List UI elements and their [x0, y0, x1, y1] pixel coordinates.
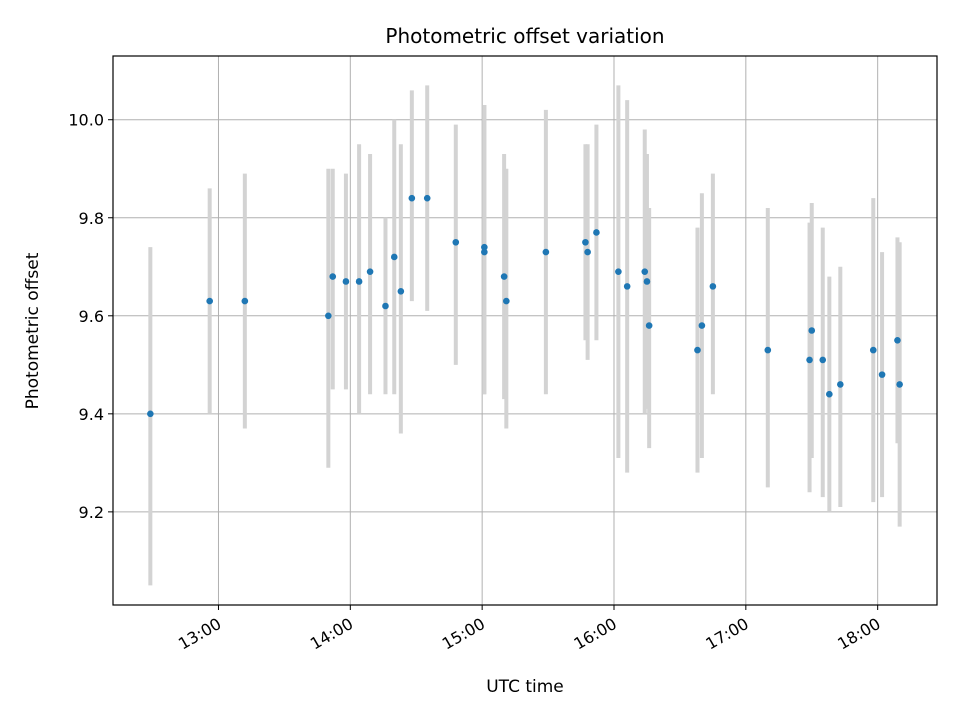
data-point	[698, 322, 706, 329]
point-layer	[147, 194, 903, 418]
data-point	[641, 268, 649, 275]
data-point	[423, 194, 431, 202]
data-point	[542, 248, 550, 256]
data-point	[408, 194, 416, 202]
data-point	[894, 337, 901, 344]
data-point	[764, 346, 772, 354]
data-point	[397, 287, 405, 295]
data-point	[241, 297, 249, 305]
data-point	[147, 410, 154, 418]
data-point	[643, 278, 651, 285]
y-tick-label: 9.6	[79, 307, 104, 326]
data-point	[808, 327, 816, 334]
data-point	[896, 381, 903, 388]
data-point	[325, 312, 332, 320]
y-tick-label: 10.0	[68, 111, 104, 130]
data-point	[206, 297, 213, 305]
data-point	[584, 248, 591, 256]
data-point	[355, 278, 363, 285]
grid-layer	[113, 56, 937, 605]
data-point	[806, 356, 813, 364]
plot-frame	[112, 55, 938, 606]
y-tick-label: 9.4	[79, 405, 104, 424]
y-axis-ticks: 9.2 9.4 9.6 9.8 10.0	[68, 111, 113, 522]
data-point	[481, 248, 488, 256]
chart-title: Photometric offset variation	[385, 24, 664, 48]
data-point	[593, 229, 600, 236]
y-axis-label: Photometric offset	[23, 252, 43, 409]
data-point	[623, 283, 631, 290]
data-point	[826, 390, 833, 398]
data-point	[500, 273, 508, 280]
data-point	[869, 346, 877, 354]
data-point	[694, 346, 701, 354]
y-tick-label: 9.8	[79, 209, 104, 228]
data-point	[503, 297, 510, 305]
data-point	[342, 278, 350, 285]
data-point	[709, 283, 717, 290]
data-point	[481, 243, 488, 251]
data-point	[382, 302, 389, 310]
data-point	[582, 238, 589, 246]
data-point	[819, 356, 827, 364]
data-point	[615, 268, 622, 275]
data-point	[329, 273, 337, 280]
data-point	[645, 322, 653, 329]
y-tick-label: 9.2	[79, 503, 104, 522]
x-axis-label: UTC time	[486, 677, 564, 697]
data-point	[452, 238, 460, 246]
data-point	[390, 253, 398, 261]
data-point	[366, 268, 374, 275]
data-point	[837, 381, 844, 388]
data-point	[878, 371, 886, 378]
